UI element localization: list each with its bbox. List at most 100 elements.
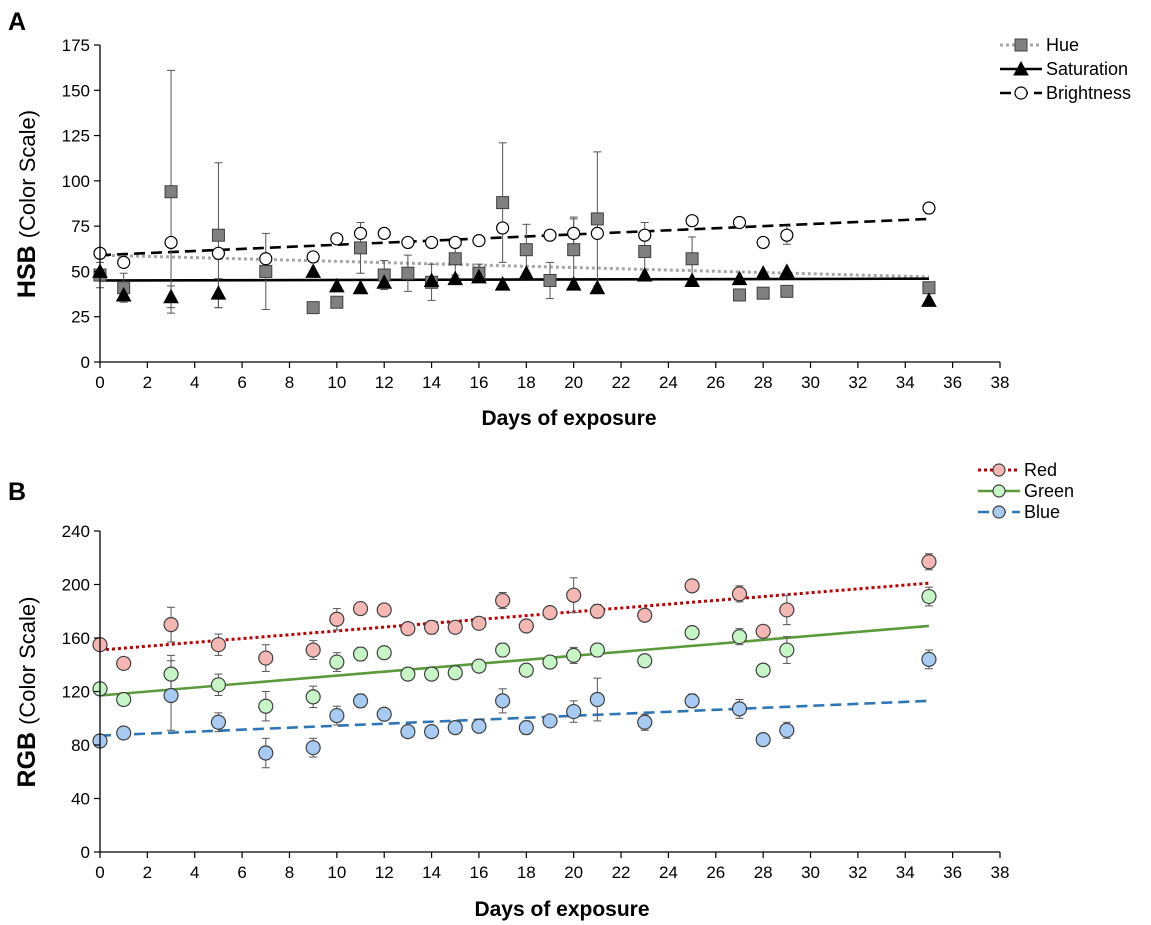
data-point-red xyxy=(116,655,132,672)
x-tick-label: 10 xyxy=(327,863,346,882)
x-tick-label: 30 xyxy=(801,373,820,392)
data-point-brightness xyxy=(638,228,652,242)
data-point-green xyxy=(755,662,771,678)
data-point-saturation xyxy=(589,279,606,295)
data-point-brightness xyxy=(543,228,557,242)
legend-label-saturation: Saturation xyxy=(1046,59,1128,79)
data-point-blue xyxy=(566,703,582,720)
data-point-saturation xyxy=(494,276,511,291)
data-point-green xyxy=(352,646,369,662)
y-axis-title-a-bold: HSB xyxy=(13,245,41,298)
legend-marker-blue xyxy=(992,505,1006,519)
data-point-red xyxy=(471,615,487,631)
data-point-saturation xyxy=(305,263,321,278)
x-tick-label: 16 xyxy=(469,373,488,392)
trendline-hue xyxy=(99,253,929,279)
data-point-hue xyxy=(922,281,936,295)
data-point-green xyxy=(495,642,511,658)
data-point-saturation xyxy=(423,272,440,287)
data-point-saturation xyxy=(731,270,748,286)
x-tick-label: 32 xyxy=(848,373,867,392)
data-point-blue xyxy=(637,714,653,730)
y-tick-label: 40 xyxy=(71,790,90,809)
data-point-green xyxy=(731,629,748,645)
data-point-brightness xyxy=(401,235,415,250)
data-point-blue xyxy=(542,713,558,729)
data-point-blue xyxy=(376,706,392,722)
data-point-blue xyxy=(116,725,132,741)
legend-marker-saturation xyxy=(1013,60,1029,76)
data-point-brightness xyxy=(567,226,581,240)
data-point-brightness xyxy=(259,252,273,266)
y-tick-label: 100 xyxy=(62,172,90,191)
trendline-saturation xyxy=(99,277,929,282)
data-point-green xyxy=(779,642,795,658)
data-point-blue xyxy=(305,740,321,756)
x-tick-label: 2 xyxy=(143,863,152,882)
y-tick-label: 240 xyxy=(62,522,90,541)
data-point-brightness xyxy=(922,201,936,215)
data-point-red xyxy=(400,621,416,637)
x-tick-label: 14 xyxy=(422,863,441,882)
y-tick-label: 200 xyxy=(62,576,90,595)
data-point-blue xyxy=(329,707,345,724)
x-axis-title-a: Days of exposure xyxy=(481,407,656,430)
data-point-blue xyxy=(258,745,274,761)
y-tick-label: 0 xyxy=(81,353,90,372)
data-point-red xyxy=(305,642,321,658)
data-point-brightness xyxy=(590,226,604,240)
data-point-red xyxy=(921,554,937,570)
data-point-red xyxy=(163,617,179,633)
trendline-brightness xyxy=(99,217,930,257)
x-tick-label: 20 xyxy=(564,863,583,882)
x-tick-label: 32 xyxy=(848,863,867,882)
data-point-hue xyxy=(685,252,699,266)
data-point-brightness xyxy=(780,228,794,242)
y-axis-title-a: HSB (Color Scale) xyxy=(13,110,41,298)
y-tick-label: 160 xyxy=(62,629,90,648)
data-point-saturation xyxy=(115,286,132,302)
data-point-saturation xyxy=(684,272,700,287)
y-axis-title-b: RGB (Color Scale) xyxy=(13,597,41,788)
data-point-green xyxy=(258,698,274,714)
x-tick-label: 14 xyxy=(422,373,441,392)
data-point-red xyxy=(518,618,534,634)
x-tick-label: 2 xyxy=(143,373,152,392)
y-tick-label: 175 xyxy=(62,36,90,55)
data-point-hue xyxy=(756,286,770,300)
data-point-brightness xyxy=(732,215,747,230)
x-tick-label: 20 xyxy=(564,373,583,392)
data-point-saturation xyxy=(329,277,345,293)
legend-label-blue: Blue xyxy=(1024,502,1060,522)
x-tick-label: 38 xyxy=(991,863,1010,882)
data-point-brightness xyxy=(685,214,699,228)
data-point-blue xyxy=(755,732,771,748)
legend-marker-hue xyxy=(1014,38,1028,52)
x-tick-label: 38 xyxy=(991,373,1010,392)
data-point-saturation xyxy=(755,265,771,280)
data-point-green xyxy=(210,677,227,693)
x-tick-label: 34 xyxy=(896,373,915,392)
data-point-blue xyxy=(423,724,440,740)
x-tick-label: 6 xyxy=(237,373,246,392)
data-point-red xyxy=(755,623,771,639)
data-point-hue xyxy=(211,228,225,242)
data-point-brightness xyxy=(448,235,462,250)
panel-label-a: A xyxy=(8,8,26,36)
data-point-saturation xyxy=(376,274,393,289)
y-tick-label: 150 xyxy=(62,81,90,100)
x-tick-label: 18 xyxy=(517,863,536,882)
data-point-hue xyxy=(590,212,604,226)
data-point-blue xyxy=(163,687,179,704)
data-point-hue xyxy=(259,264,273,278)
data-point-red xyxy=(329,611,345,627)
data-point-brightness xyxy=(756,235,770,250)
y-tick-label: 120 xyxy=(62,683,90,702)
data-point-brightness xyxy=(330,232,344,246)
data-point-saturation xyxy=(636,266,653,282)
data-point-green xyxy=(116,691,132,708)
data-point-green xyxy=(376,645,392,661)
legend-marker-green xyxy=(992,484,1006,498)
